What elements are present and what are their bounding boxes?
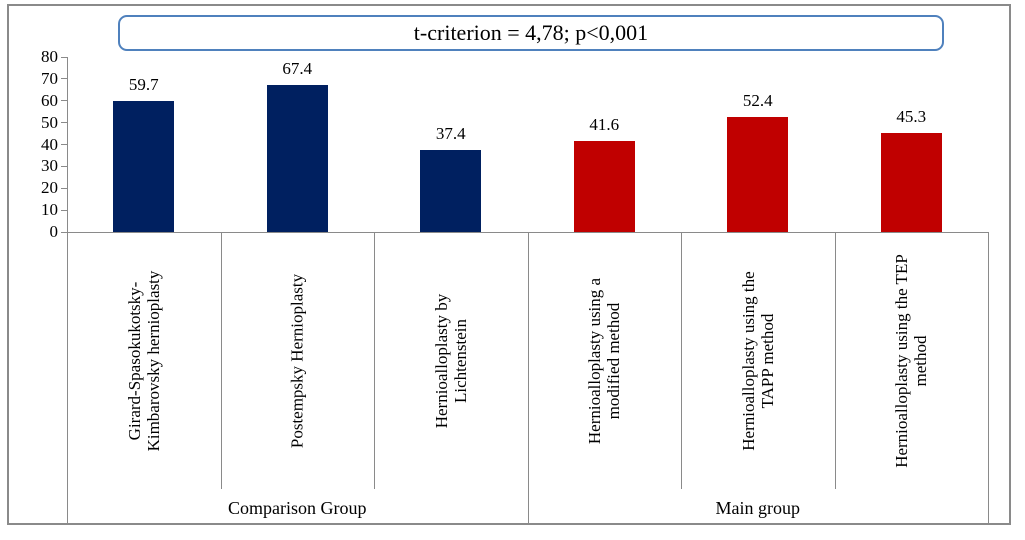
group-label: Main group bbox=[715, 498, 801, 518]
bar-value-label: 52.4 bbox=[742, 91, 773, 111]
bar-value-label: 37.4 bbox=[435, 124, 466, 144]
bar bbox=[727, 117, 789, 232]
bar bbox=[113, 101, 175, 232]
bar-value-label: 41.6 bbox=[589, 115, 620, 134]
category-label: Hernioalloplasty using the TEP method bbox=[836, 235, 988, 486]
y-axis-tick bbox=[61, 56, 67, 58]
category-label: Hernioalloplasty using a modified method bbox=[529, 235, 681, 486]
category-label-text: Hernioalloplasty by Lichtenstein bbox=[431, 293, 470, 428]
category-label-text: Postempsky Hernioplasty bbox=[287, 273, 307, 448]
y-axis-line bbox=[67, 57, 68, 523]
y-axis-label: 40 bbox=[41, 134, 58, 154]
y-axis-tick bbox=[61, 231, 67, 233]
y-axis-tick bbox=[61, 209, 67, 211]
bar bbox=[266, 84, 328, 232]
y-axis-tick bbox=[61, 100, 67, 102]
y-axis-label: 70 bbox=[41, 68, 58, 88]
bar-value-label: 45.3 bbox=[896, 106, 927, 126]
y-axis-label: 50 bbox=[41, 112, 58, 132]
chart-frame bbox=[7, 4, 1011, 525]
y-axis-tick bbox=[61, 187, 67, 189]
group-label: Comparison Group bbox=[228, 498, 367, 518]
bar-value-label: 67.4 bbox=[282, 58, 313, 78]
category-label-text: Girard-Spasokukotsky- Kimbarovsky hernio… bbox=[124, 270, 163, 451]
bar-value-label: 59.7 bbox=[128, 75, 159, 95]
y-axis-tick bbox=[61, 144, 67, 145]
category-label-text: Hernioalloplasty using the TAPP method bbox=[738, 270, 777, 451]
category-label: Girard-Spasokukotsky- Kimbarovsky hernio… bbox=[68, 235, 220, 486]
y-axis-label: 30 bbox=[41, 156, 58, 176]
bar bbox=[880, 132, 942, 232]
y-axis-tick bbox=[61, 78, 67, 80]
bar bbox=[420, 150, 482, 232]
y-axis-label: 80 bbox=[41, 47, 58, 66]
stat-annotation-text: t-criterion = 4,78; p<0,001 bbox=[413, 20, 649, 45]
y-axis-tick bbox=[61, 122, 67, 124]
y-axis-label: 60 bbox=[41, 90, 58, 110]
category-label: Hernioalloplasty by Lichtenstein bbox=[375, 235, 527, 486]
bar bbox=[573, 141, 635, 232]
category-divider-line bbox=[681, 232, 682, 489]
category-divider-line bbox=[220, 232, 222, 489]
category-divider-line bbox=[374, 232, 375, 489]
y-axis-label: 0 bbox=[49, 222, 59, 241]
stat-annotation-box: t-criterion = 4,78; p<0,001 bbox=[118, 15, 944, 51]
y-axis-tick bbox=[61, 165, 67, 167]
y-axis-label: 20 bbox=[41, 178, 58, 198]
category-label: Postempsky Hernioplasty bbox=[222, 235, 374, 486]
y-axis-label: 10 bbox=[41, 200, 58, 220]
category-divider-line bbox=[834, 232, 836, 489]
group-divider-line bbox=[988, 232, 989, 523]
category-label: Hernioalloplasty using the TAPP method bbox=[682, 235, 834, 486]
category-label-text: Hernioalloplasty using a modified method bbox=[585, 277, 624, 444]
category-label-text: Hernioalloplasty using the TEP method bbox=[892, 253, 931, 468]
group-divider-line bbox=[527, 232, 529, 523]
